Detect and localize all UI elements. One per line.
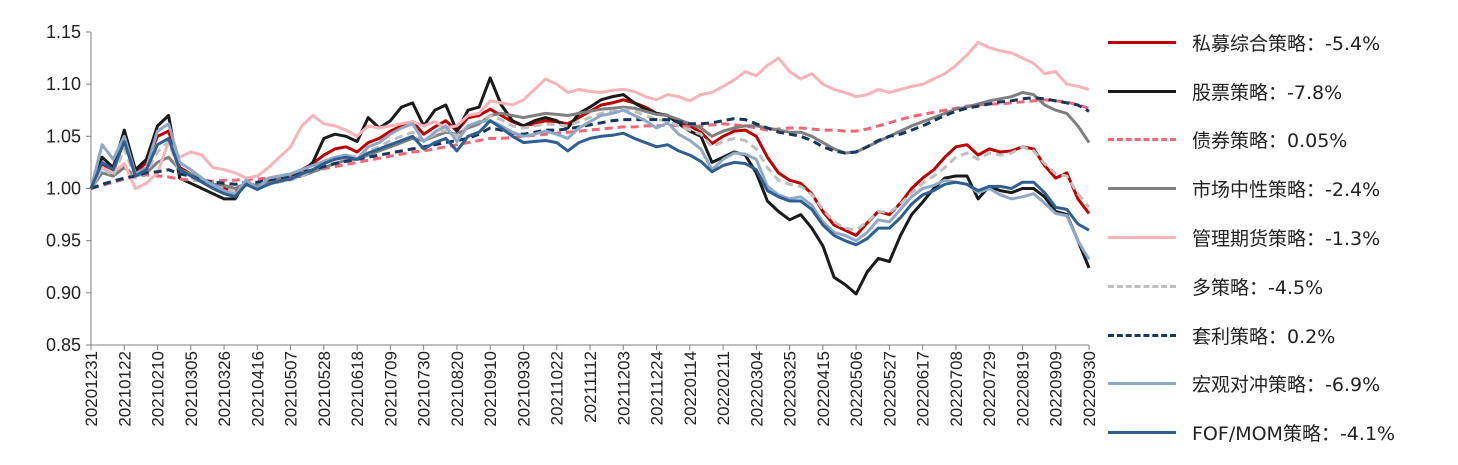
series-line-9: [89, 119, 1090, 247]
x-axis: 20201231 20210122 20210210 20210305 20210326…: [82, 344, 1095, 427]
series-line-4: [89, 91, 1091, 190]
x-tick-label: 20210730: [415, 351, 434, 427]
x-tick-label: 20211224: [648, 351, 667, 425]
legend-swatch: [1108, 187, 1176, 191]
x-tick-label: 20220415: [814, 351, 833, 427]
x-tick-label: 20220506: [847, 351, 866, 427]
y-tick-label: 0.95: [46, 231, 81, 251]
legend-swatch: [1108, 431, 1176, 435]
series-lines: [89, 40, 1091, 296]
legend-item: FOF/MOM策略：-4.1%: [1108, 408, 1456, 457]
legend-item: 市场中性策略：-2.4%: [1108, 164, 1456, 213]
series-line-5: [89, 40, 1090, 190]
x-tick-label: 20210210: [149, 351, 168, 427]
legend-item: 债券策略：0.05%: [1108, 116, 1456, 165]
legend-label: 管理期货策略：-1.3%: [1192, 228, 1381, 251]
legend-swatch: [1108, 89, 1176, 93]
legend-swatch: [1108, 333, 1176, 337]
legend-swatch: [1108, 236, 1176, 240]
legend-label: 多策略：-4.5%: [1192, 276, 1324, 299]
y-tick-label: 0.90: [46, 283, 81, 303]
x-tick-label: 20220527: [880, 351, 899, 427]
x-tick-label: 20220114: [681, 351, 700, 425]
x-tick-label: 20220211: [714, 351, 733, 425]
legend-item: 多策略：-4.5%: [1108, 262, 1456, 311]
x-tick-label: 20220304: [747, 351, 766, 427]
series-line-6: [89, 107, 1091, 232]
y-tick-label: 1.10: [46, 74, 81, 94]
x-tick-label: 20201231: [82, 351, 101, 427]
legend-label: 市场中性策略：-2.4%: [1192, 179, 1381, 202]
x-tick-label: 20210305: [182, 351, 201, 427]
y-tick-label: 1.05: [46, 126, 81, 146]
x-tick-label: 20211112: [581, 351, 600, 423]
legend-swatch: [1108, 138, 1176, 142]
x-tick-label: 20210618: [348, 351, 367, 427]
legend-label: 债券策略：0.05%: [1192, 130, 1348, 153]
legend-swatch: [1108, 40, 1176, 44]
legend-label: 股票策略：-7.8%: [1192, 81, 1343, 104]
legend-label: FOF/MOM策略：-4.1%: [1192, 423, 1396, 446]
x-tick-label: 20220617: [914, 351, 933, 427]
x-tick-label: 20210910: [481, 351, 500, 427]
y-axis: 0.85 0.90 0.95 1.00 1.05 1.10 1.15: [46, 22, 92, 355]
legend: 私募综合策略：-5.4% 股票策略：-7.8% 债券策略：0.05% 市场中性策略：-…: [1108, 18, 1456, 457]
y-tick-label: 0.85: [46, 335, 81, 355]
x-tick-label: 20210528: [315, 351, 334, 427]
legend-label: 私募综合策略：-5.4%: [1192, 32, 1381, 55]
line-chart: 0.850.900.951.001.051.101.15 20201231 202…: [46, 22, 1095, 427]
x-tick-label: 20220930: [1080, 351, 1095, 427]
x-tick-label: 20210507: [282, 351, 301, 427]
x-tick-label: 20220909: [1047, 351, 1066, 427]
x-tick-label: 20211022: [548, 351, 567, 425]
legend-item: 私募综合策略：-5.4%: [1108, 18, 1456, 67]
x-tick-label: 20210122: [115, 351, 134, 427]
series-line-7: [90, 96, 1090, 190]
x-tick-label: 20211203: [614, 351, 633, 425]
x-tick-label: 20210326: [215, 351, 234, 427]
legend-swatch: [1108, 382, 1176, 386]
x-tick-label: 20210930: [514, 351, 533, 427]
x-tick-label: 20210416: [248, 351, 267, 427]
x-tick-label: 20210820: [448, 351, 467, 427]
legend-label: 套利策略：0.2%: [1192, 325, 1336, 348]
y-tick-label: 1.00: [46, 179, 81, 199]
legend-item: 股票策略：-7.8%: [1108, 67, 1456, 116]
legend-item: 管理期货策略：-1.3%: [1108, 213, 1456, 262]
x-tick-label: 20210709: [381, 351, 400, 427]
legend-label: 宏观对冲策略：-6.9%: [1192, 374, 1381, 397]
x-tick-label: 20220819: [1013, 351, 1032, 427]
x-tick-label: 20220729: [980, 351, 999, 427]
x-tick-label: 20220708: [947, 351, 966, 427]
legend-item: 宏观对冲策略：-6.9%: [1108, 360, 1456, 409]
legend-swatch: [1108, 284, 1176, 288]
y-tick-label: 1.15: [46, 22, 81, 42]
x-tick-label: 20220325: [781, 351, 800, 427]
legend-item: 套利策略：0.2%: [1108, 311, 1456, 360]
